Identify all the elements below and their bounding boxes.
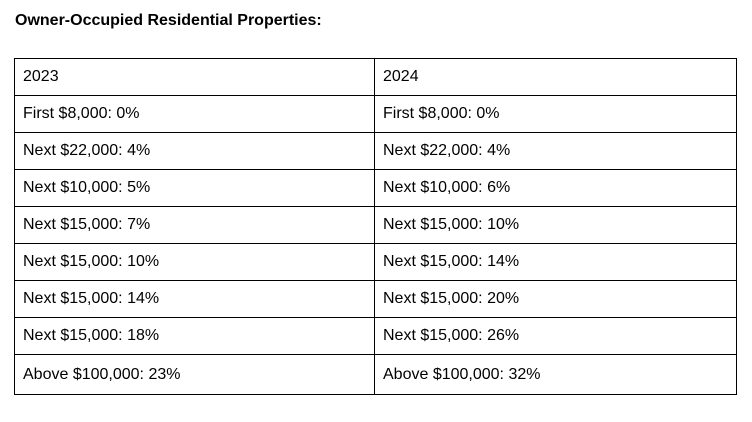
tax-rate-table: 2023 2024 First $8,000: 0% First $8,000:…: [14, 58, 737, 395]
table-row: Next $15,000: 10% Next $15,000: 14%: [14, 243, 737, 281]
table-cell-2023: Next $22,000: 4%: [14, 132, 375, 170]
table-cell-2024: Above $100,000: 32%: [374, 354, 737, 395]
table-row: Next $15,000: 18% Next $15,000: 26%: [14, 317, 737, 355]
table-cell-2024: First $8,000: 0%: [374, 95, 737, 133]
table-row: Above $100,000: 23% Above $100,000: 32%: [14, 354, 737, 395]
table-cell-2023: First $8,000: 0%: [14, 95, 375, 133]
table-cell-2023: Next $10,000: 5%: [14, 169, 375, 207]
table-header-row: 2023 2024: [14, 58, 737, 96]
table-cell-2024: Next $22,000: 4%: [374, 132, 737, 170]
table-cell-2023: Next $15,000: 18%: [14, 317, 375, 355]
section-heading: Owner-Occupied Residential Properties:: [15, 12, 322, 29]
table-row: Next $15,000: 14% Next $15,000: 20%: [14, 280, 737, 318]
table-cell-2024: Next $15,000: 14%: [374, 243, 737, 281]
table-cell-2023: Next $15,000: 10%: [14, 243, 375, 281]
table-cell-2023: Above $100,000: 23%: [14, 354, 375, 395]
table-cell-2024: Next $15,000: 10%: [374, 206, 737, 244]
table-cell-2024: Next $15,000: 20%: [374, 280, 737, 318]
column-header-2024: 2024: [374, 58, 737, 96]
table-cell-2023: Next $15,000: 7%: [14, 206, 375, 244]
table-row: Next $22,000: 4% Next $22,000: 4%: [14, 132, 737, 170]
table-cell-2024: Next $15,000: 26%: [374, 317, 737, 355]
table-row: Next $10,000: 5% Next $10,000: 6%: [14, 169, 737, 207]
column-header-2023: 2023: [14, 58, 375, 96]
table-row: First $8,000: 0% First $8,000: 0%: [14, 95, 737, 133]
table-cell-2024: Next $10,000: 6%: [374, 169, 737, 207]
table-row: Next $15,000: 7% Next $15,000: 10%: [14, 206, 737, 244]
table-cell-2023: Next $15,000: 14%: [14, 280, 375, 318]
